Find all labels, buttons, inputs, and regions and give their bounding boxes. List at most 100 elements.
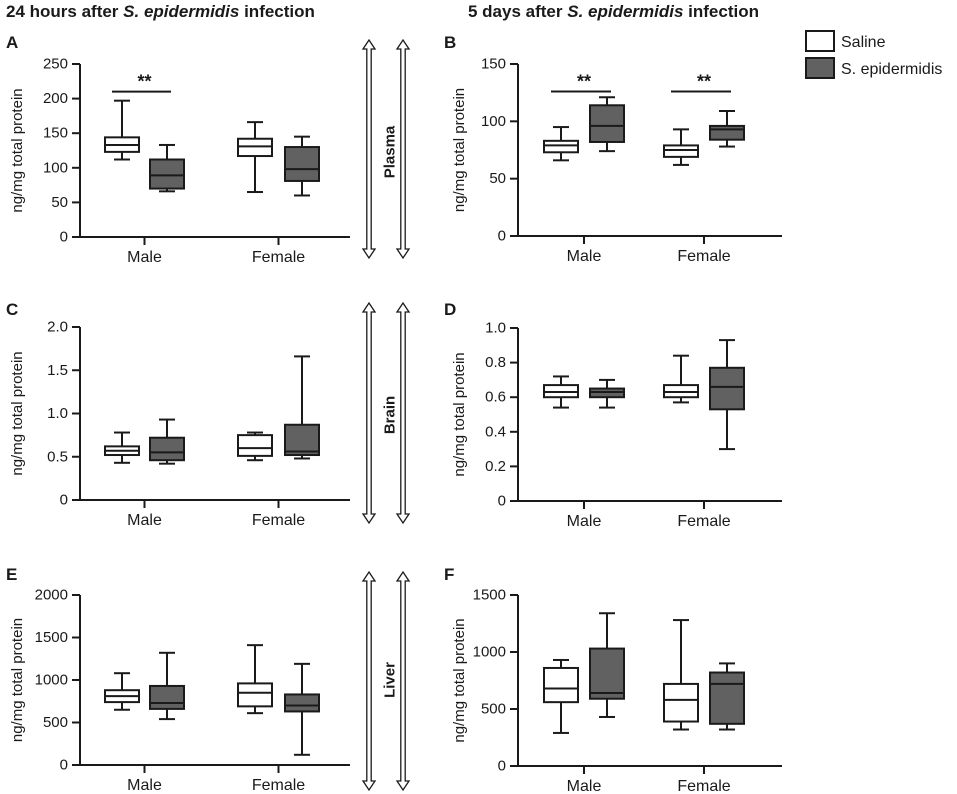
- panel-f: F 0 500 1000 1500 ng/mg total protein Male Fema…: [444, 565, 782, 794]
- box-iqr: [284, 146, 320, 182]
- y-tick-label: 150: [481, 56, 506, 73]
- y-axis-label: ng/mg total protein: [9, 351, 26, 475]
- box-saline: [663, 128, 699, 166]
- x-category-label: Male: [567, 513, 602, 530]
- x-category-label: Male: [127, 512, 162, 529]
- tissue-label-liver: Liver: [382, 662, 399, 698]
- box-infected: [589, 96, 625, 153]
- legend-swatch-saline: [805, 30, 835, 52]
- box-iqr: [709, 124, 745, 141]
- x-category-label: Female: [677, 513, 730, 530]
- double-arrow-left-1: [361, 301, 377, 525]
- box-infected: [284, 355, 320, 460]
- panel-letter: D: [444, 300, 456, 319]
- box-iqr: [237, 682, 273, 708]
- box-saline: [543, 126, 579, 162]
- y-tick-label: 0.2: [485, 458, 506, 475]
- y-tick-label: 0.5: [47, 448, 68, 465]
- y-tick-label: 0: [498, 228, 506, 245]
- box-iqr: [663, 144, 699, 158]
- box-infected: [149, 651, 185, 721]
- box-iqr: [589, 647, 625, 700]
- double-arrows: [361, 38, 411, 792]
- y-axis-label: ng/mg total protein: [451, 352, 468, 476]
- panel-letter: C: [6, 300, 18, 319]
- y-tick-label: 0: [60, 492, 68, 509]
- significance-label: **: [697, 72, 711, 92]
- y-tick-label: 250: [43, 56, 68, 73]
- y-tick-label: 0: [498, 758, 506, 775]
- double-arrow-right-1: [395, 301, 411, 525]
- box-infected: [284, 135, 320, 197]
- box-iqr: [543, 666, 579, 704]
- panel-a: A 0 50 100 150 200 250 ng/mg total protein Male F…: [6, 33, 350, 266]
- box-iqr: [589, 104, 625, 143]
- box-saline: [663, 619, 699, 731]
- significance-bracket: **: [112, 72, 171, 93]
- y-tick-label: 1500: [473, 587, 506, 604]
- y-tick-label: 1500: [35, 629, 68, 646]
- x-category-label: Male: [127, 777, 162, 794]
- box-iqr: [149, 436, 185, 462]
- x-category-label: Female: [252, 249, 305, 266]
- box-saline: [104, 431, 140, 464]
- box-iqr: [237, 434, 273, 457]
- box-iqr: [237, 137, 273, 158]
- box-infected: [709, 110, 745, 148]
- y-tick-label: 0: [60, 757, 68, 774]
- box-iqr: [149, 684, 185, 710]
- box-infected: [149, 418, 185, 465]
- y-tick-label: 150: [43, 125, 68, 142]
- panel-letter: A: [6, 33, 18, 52]
- y-tick-label: 1000: [35, 672, 68, 689]
- box-iqr: [149, 158, 185, 190]
- double-arrow-left-2: [361, 570, 377, 792]
- box-iqr: [663, 682, 699, 723]
- y-tick-label: 50: [51, 194, 68, 211]
- y-axis-label: ng/mg total protein: [451, 88, 468, 212]
- y-tick-label: 1000: [473, 644, 506, 661]
- box-infected: [709, 662, 745, 731]
- tissue-label-plasma: Plasma: [382, 125, 399, 178]
- panel-letter: B: [444, 33, 456, 52]
- panel-letter: E: [6, 565, 17, 584]
- box-saline: [104, 99, 140, 161]
- y-tick-label: 2.0: [47, 319, 68, 336]
- box-infected: [709, 339, 745, 451]
- y-tick-label: 100: [43, 159, 68, 176]
- panel-letter: F: [444, 565, 454, 584]
- y-tick-label: 0.6: [485, 389, 506, 406]
- panel-c: C 0 0.5 1.0 1.5 2.0 ng/mg total protein Male Fem…: [6, 300, 350, 529]
- box-saline: [237, 121, 273, 194]
- legend-label-infected: S. epidermidis: [841, 61, 942, 78]
- box-saline: [237, 644, 273, 715]
- x-category-label: Male: [127, 249, 162, 266]
- box-iqr: [284, 423, 320, 457]
- box-saline: [543, 375, 579, 409]
- double-arrow-right-2: [395, 570, 411, 792]
- title-right: 5 days after S. epidermidis infection: [468, 2, 759, 21]
- x-category-label: Male: [567, 248, 602, 265]
- y-tick-label: 0: [498, 493, 506, 510]
- box-saline: [663, 354, 699, 404]
- box-saline: [104, 672, 140, 711]
- box-saline: [237, 431, 273, 462]
- y-axis-label: ng/mg total protein: [9, 88, 26, 212]
- legend-label-saline: Saline: [841, 34, 886, 51]
- y-tick-label: 100: [481, 113, 506, 130]
- box-iqr: [284, 693, 320, 713]
- title-left: 24 hours after S. epidermidis infection: [6, 2, 315, 21]
- box-infected: [284, 662, 320, 756]
- y-tick-label: 500: [43, 714, 68, 731]
- y-tick-label: 1.0: [485, 320, 506, 337]
- x-category-label: Female: [252, 512, 305, 529]
- box-iqr: [543, 139, 579, 154]
- y-tick-label: 500: [481, 701, 506, 718]
- y-tick-label: 0: [60, 229, 68, 246]
- y-tick-label: 1.0: [47, 405, 68, 422]
- box-infected: [149, 143, 185, 193]
- x-category-label: Female: [677, 778, 730, 794]
- significance-label: **: [137, 72, 151, 92]
